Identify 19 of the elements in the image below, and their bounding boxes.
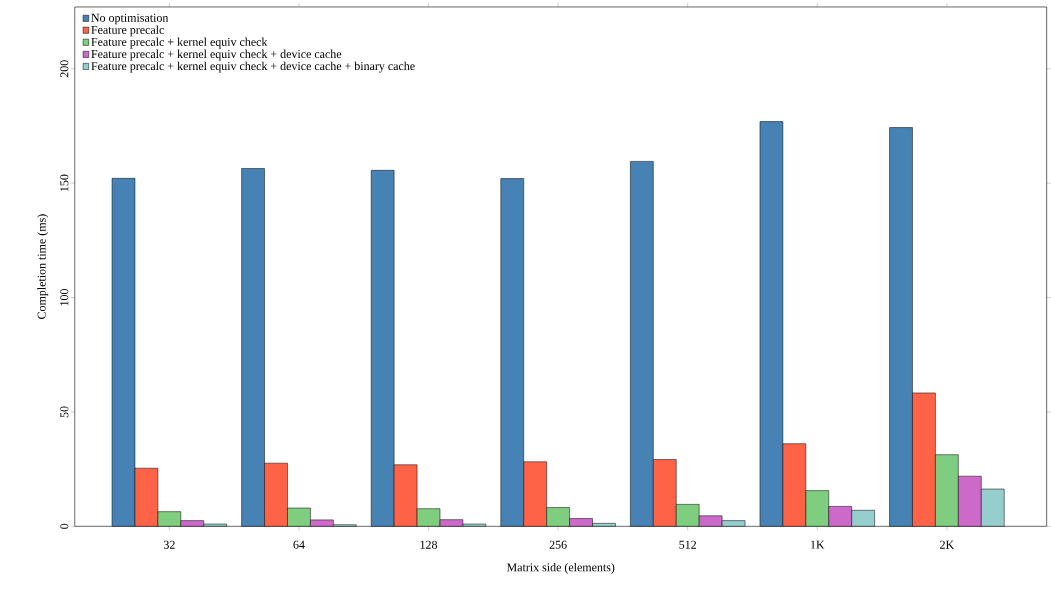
y-tick-label: 50 — [60, 406, 69, 418]
x-tick-label: 64 — [293, 540, 305, 549]
y-tick-label: 100 — [60, 288, 69, 306]
x-axis-title: Matrix side (elements) — [506, 562, 615, 574]
legend-label: Feature precalc + kernel equiv check — [91, 37, 268, 49]
y-tick-label: 150 — [60, 174, 69, 192]
x-tick-label: 512 — [679, 540, 697, 549]
x-tick-label: 32 — [163, 540, 175, 549]
x-tick-label: 128 — [420, 540, 438, 549]
legend-label: No optimisation — [91, 13, 169, 25]
x-tick-label: 2K — [940, 540, 955, 549]
y-tick-label: 200 — [60, 60, 69, 78]
y-axis-title: Completion time (ms) — [37, 214, 49, 319]
x-tick-label: 256 — [549, 540, 567, 549]
legend-label: Feature precalc — [91, 25, 164, 37]
legend-label: Feature precalc + kernel equiv check + device cache + binary cache — [91, 61, 415, 73]
y-tick-label: 0 — [60, 523, 69, 529]
x-tick-label: 1K — [811, 540, 825, 549]
legend-label: Feature precalc + kernel equiv check + device cache — [91, 49, 342, 61]
